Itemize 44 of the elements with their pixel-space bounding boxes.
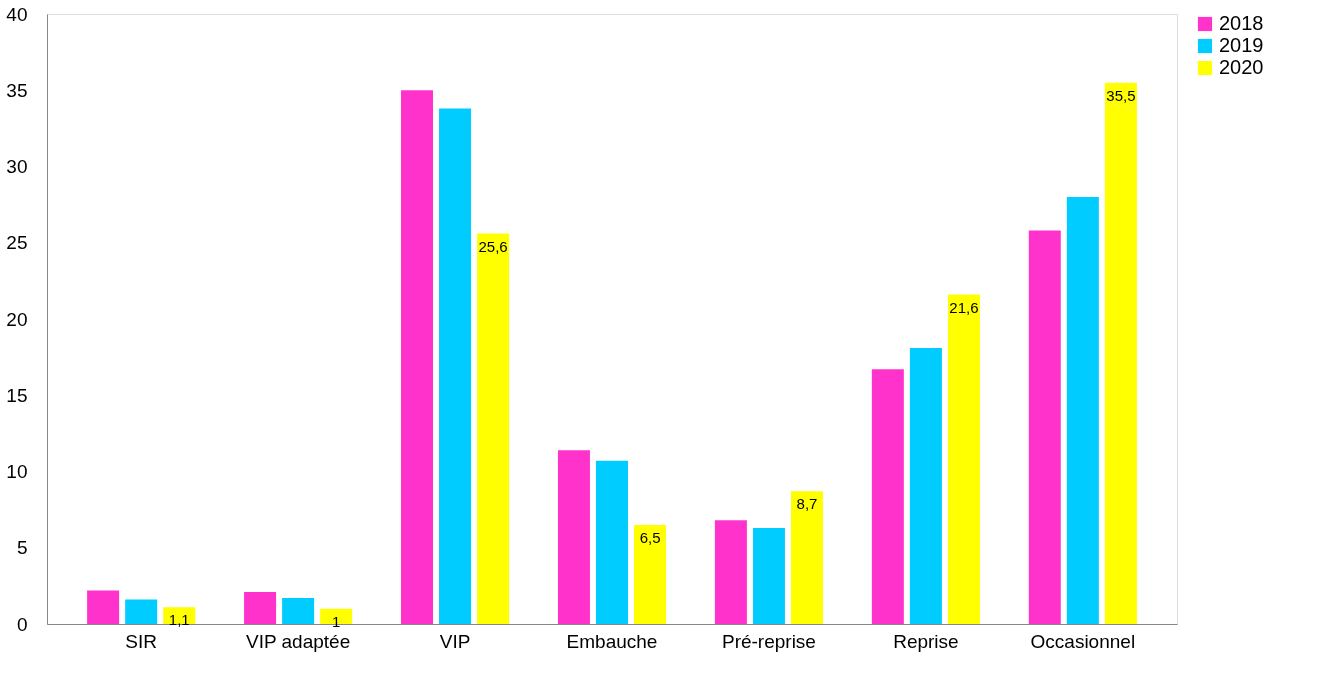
data-label: 8,7	[796, 495, 818, 513]
bar	[871, 369, 904, 624]
legend-label: 2019	[1219, 34, 1264, 56]
bar	[244, 591, 277, 624]
bar	[401, 90, 434, 624]
x-tick-label: Occasionnel	[1030, 630, 1136, 652]
bar	[1104, 82, 1137, 624]
data-label: 6,5	[639, 528, 661, 546]
x-tick-label: SIR	[125, 630, 158, 652]
bar	[909, 347, 942, 624]
x-tick-label: VIP adaptée	[245, 630, 351, 652]
x-tick-label: Embauche	[566, 630, 658, 652]
bar	[439, 108, 472, 624]
bar	[125, 599, 158, 624]
y-tick-label: 15	[6, 384, 28, 406]
x-tick-label: Pré-reprise	[721, 630, 816, 652]
y-tick-label: 10	[6, 461, 28, 482]
bar	[1028, 230, 1061, 624]
bar	[1066, 197, 1099, 624]
x-tick-label: Reprise	[893, 630, 959, 652]
bar	[282, 598, 315, 624]
bar	[714, 520, 747, 624]
data-label: 21,6	[949, 298, 979, 316]
y-tick-label: 40	[6, 3, 28, 25]
legend-label: 2020	[1219, 56, 1264, 78]
bar	[752, 527, 785, 624]
data-label: 35,5	[1106, 86, 1136, 104]
y-tick-label: 0	[16, 613, 28, 635]
bar	[87, 590, 120, 624]
data-label: 1,1	[168, 611, 190, 629]
y-tick-label: 20	[6, 308, 28, 330]
y-tick-label: 35	[6, 79, 28, 101]
y-tick-label: 25	[6, 232, 28, 254]
y-tick-label: 5	[16, 537, 28, 559]
legend-label: 2018	[1219, 12, 1264, 34]
bar	[790, 491, 823, 624]
x-tick-label: VIP	[439, 630, 471, 652]
data-label: 25,6	[478, 237, 508, 255]
y-tick-label: 30	[6, 156, 28, 177]
bar	[596, 460, 628, 624]
bar	[477, 233, 510, 624]
bar	[634, 524, 667, 624]
bar	[557, 450, 590, 624]
bar	[947, 294, 980, 624]
